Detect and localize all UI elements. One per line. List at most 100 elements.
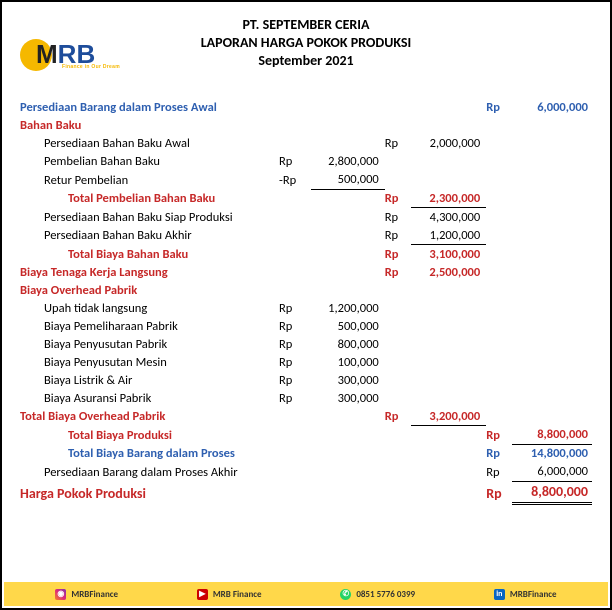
val: 8,800,000	[512, 481, 592, 503]
label: Biaya Penyusutan Pabrik	[20, 335, 279, 353]
label: Persediaan Barang dalam Proses Awal	[20, 99, 279, 117]
cur: Rp	[486, 444, 512, 463]
cur: Rp	[385, 407, 411, 426]
row-bop-header: Biaya Overhead Pabrik	[20, 281, 592, 299]
label: Total Pembelian Bahan Baku	[20, 189, 279, 208]
cur: Rp	[486, 463, 512, 482]
val: 800,000	[311, 335, 384, 353]
row-upah: Upah tidak langsung Rp 1,200,000	[20, 299, 592, 317]
val: 1,200,000	[411, 226, 487, 245]
label: Upah tidak langsung	[20, 299, 279, 317]
row-bb-siap: Persediaan Bahan Baku Siap Produksi Rp 4…	[20, 208, 592, 227]
row-total-biaya-prod: Total Biaya Produksi Rp 8,800,000	[20, 426, 592, 445]
row-btkl: Biaya Tenaga Kerja Langsung Rp 2,500,000	[20, 263, 592, 281]
row-pelihara: Biaya Pemeliharaan Pabrik Rp 500,000	[20, 317, 592, 335]
row-bdp-akhir: Persediaan Barang dalam Proses Akhir Rp …	[20, 463, 592, 482]
label: Retur Pembelian	[20, 171, 279, 190]
company-name: PT. SEPTEMBER CERIA	[20, 16, 592, 34]
footer-li-text: MRBFinance	[510, 589, 557, 600]
report-header: MRB Finance in Our Dream PT. SEPTEMBER C…	[20, 16, 592, 71]
row-pembelian-bb: Pembelian Bahan Baku Rp 2,800,000	[20, 153, 592, 171]
val: 300,000	[311, 389, 384, 407]
cur: Rp	[279, 317, 311, 335]
row-susut-mesin: Biaya Penyusutan Mesin Rp 100,000	[20, 353, 592, 371]
cur: Rp	[385, 135, 411, 153]
row-total-bdp: Total Biaya Barang dalam Proses Rp 14,80…	[20, 444, 592, 463]
label: Persediaan Bahan Baku Siap Produksi	[20, 208, 279, 227]
footer-youtube: ▶ MRB Finance	[197, 589, 262, 600]
label: Biaya Listrik & Air	[20, 371, 279, 389]
logo: MRB Finance in Our Dream	[20, 38, 95, 72]
val: 500,000	[311, 317, 384, 335]
cur: Rp	[385, 263, 411, 281]
val: 3,200,000	[411, 407, 487, 426]
val: 100,000	[311, 353, 384, 371]
footer-linkedin: in MRBFinance	[494, 589, 557, 600]
row-listrik: Biaya Listrik & Air Rp 300,000	[20, 371, 592, 389]
report-table: Persediaan Barang dalam Proses Awal Rp 6…	[20, 99, 592, 505]
cur: Rp	[385, 189, 411, 208]
row-total-pembelian-bb: Total Pembelian Bahan Baku Rp 2,300,000	[20, 189, 592, 208]
val: 500,000	[311, 171, 384, 190]
val: 6,000,000	[512, 463, 592, 482]
row-bb-akhir: Persediaan Bahan Baku Akhir Rp 1,200,000	[20, 226, 592, 245]
row-total-bb: Total Biaya Bahan Baku Rp 3,100,000	[20, 245, 592, 264]
label: Biaya Asuransi Pabrik	[20, 389, 279, 407]
label: Bahan Baku	[20, 117, 279, 135]
instagram-icon: ◉	[55, 589, 66, 600]
val: 14,800,000	[512, 444, 592, 463]
footer-whatsapp: ✆ 0851 5776 0399	[340, 589, 415, 600]
label: Pembelian Bahan Baku	[20, 153, 279, 171]
val: 1,200,000	[311, 299, 384, 317]
val: 2,500,000	[411, 263, 487, 281]
row-susut-pabrik: Biaya Penyusutan Pabrik Rp 800,000	[20, 335, 592, 353]
footer-yt-text: MRB Finance	[213, 589, 262, 600]
val: 2,300,000	[411, 189, 487, 208]
row-retur: Retur Pembelian -Rp 500,000	[20, 171, 592, 190]
cur: Rp	[279, 353, 311, 371]
val: 2,800,000	[311, 153, 384, 171]
cur: Rp	[486, 481, 512, 503]
row-total-bop: Total Biaya Overhead Pabrik Rp 3,200,000	[20, 407, 592, 426]
footer-instagram: ◉ MRBFinance	[55, 589, 118, 600]
label: Total Biaya Produksi	[20, 426, 279, 445]
row-hpp: Harga Pokok Produksi Rp 8,800,000	[20, 481, 592, 503]
footer-bar: ◉ MRBFinance ▶ MRB Finance ✆ 0851 5776 0…	[4, 582, 608, 606]
label: Persediaan Barang dalam Proses Akhir	[20, 463, 279, 482]
footer-ig-text: MRBFinance	[71, 589, 118, 600]
logo-m: M	[36, 38, 58, 72]
label: Biaya Overhead Pabrik	[20, 281, 279, 299]
cur: Rp	[385, 208, 411, 227]
cur: Rp	[279, 389, 311, 407]
label: Persediaan Bahan Baku Awal	[20, 135, 279, 153]
cur: Rp	[486, 99, 512, 117]
cur: Rp	[279, 335, 311, 353]
linkedin-icon: in	[494, 589, 505, 600]
row-bahan-baku-header: Bahan Baku	[20, 117, 592, 135]
row-bb-awal: Persediaan Bahan Baku Awal Rp 2,000,000	[20, 135, 592, 153]
cur: Rp	[279, 299, 311, 317]
row-persediaan-awal: Persediaan Barang dalam Proses Awal Rp 6…	[20, 99, 592, 117]
cur: Rp	[279, 153, 311, 171]
label: Total Biaya Overhead Pabrik	[20, 407, 279, 426]
label: Persediaan Bahan Baku Akhir	[20, 226, 279, 245]
youtube-icon: ▶	[197, 589, 208, 600]
cur: Rp	[385, 245, 411, 264]
cur: Rp	[279, 371, 311, 389]
logo-tagline: Finance in Our Dream	[62, 64, 120, 71]
label: Harga Pokok Produksi	[20, 481, 279, 503]
cur: Rp	[486, 426, 512, 445]
whatsapp-icon: ✆	[340, 589, 351, 600]
cur: Rp	[385, 226, 411, 245]
label: Biaya Tenaga Kerja Langsung	[20, 263, 279, 281]
val: 2,000,000	[411, 135, 487, 153]
cur: -Rp	[279, 171, 311, 190]
label: Biaya Pemeliharaan Pabrik	[20, 317, 279, 335]
val: 300,000	[311, 371, 384, 389]
val: 6,000,000	[512, 99, 592, 117]
label: Biaya Penyusutan Mesin	[20, 353, 279, 371]
footer-wa-text: 0851 5776 0399	[356, 589, 415, 600]
val: 8,800,000	[512, 426, 592, 445]
report-title: LAPORAN HARGA POKOK PRODUKSI	[20, 34, 592, 52]
val: 4,300,000	[411, 208, 487, 227]
